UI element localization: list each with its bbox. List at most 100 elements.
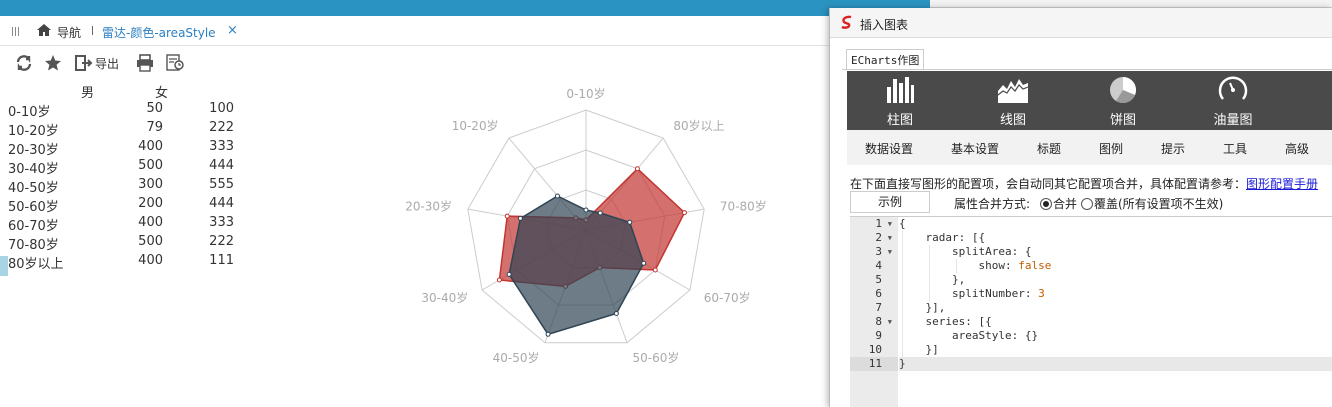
editor-gutter bbox=[850, 217, 898, 407]
table-row[interactable]: 10-20岁 79 222 bbox=[8, 120, 238, 139]
chart-type-bar-chart[interactable]: 柱图 bbox=[860, 71, 940, 130]
grid-ring bbox=[467, 109, 705, 344]
config-tab-data[interactable]: 数据设置 bbox=[865, 142, 914, 156]
radio-unselected-icon bbox=[1081, 197, 1093, 210]
table-row[interactable]: 40-50岁 300 555 bbox=[8, 177, 238, 196]
toolbar: 导出 bbox=[0, 47, 830, 81]
refresh-icon bbox=[15, 54, 33, 72]
example-button[interactable]: 示例 bbox=[850, 191, 930, 213]
background-window-strip bbox=[930, 0, 1332, 8]
fold-arrow-icon: ▼ bbox=[887, 220, 892, 228]
female-value: 100 bbox=[209, 101, 234, 116]
override-radio[interactable]: 覆盖(所有设置项不生效) bbox=[1081, 195, 1223, 212]
indent-guide bbox=[929, 245, 930, 301]
table-row[interactable]: 60-70岁 400 333 bbox=[8, 215, 238, 234]
row-label: 40-50岁 bbox=[8, 181, 59, 196]
refresh-button[interactable] bbox=[15, 52, 33, 74]
tab-bar: 导航 雷达-颜色-areaStyle × bbox=[0, 16, 830, 46]
male-value: 50 bbox=[146, 101, 163, 116]
column-header-male: 男 bbox=[81, 86, 95, 101]
code-line[interactable]: }, bbox=[899, 273, 966, 286]
config-tab-title[interactable]: 标题 bbox=[1037, 142, 1062, 156]
data-point bbox=[583, 207, 589, 213]
table-row[interactable]: 0-10岁 50 100 bbox=[8, 101, 238, 120]
axis-label: 70-80岁 bbox=[720, 198, 767, 213]
code-literal: 3 bbox=[1038, 287, 1045, 300]
axis-label: 60-70岁 bbox=[704, 290, 751, 305]
female-value: 444 bbox=[209, 196, 234, 211]
config-tab-tooltip[interactable]: 提示 bbox=[1161, 142, 1186, 156]
code-line[interactable]: radar: [{ bbox=[899, 231, 986, 244]
config-tab-basic[interactable]: 基本设置 bbox=[951, 142, 1000, 156]
chart-type-pie-chart[interactable]: 饼图 bbox=[1083, 71, 1163, 130]
code-line[interactable]: }] bbox=[899, 343, 939, 356]
table-row[interactable]: 30-40岁 500 444 bbox=[8, 158, 238, 177]
print-button[interactable] bbox=[136, 52, 154, 74]
close-icon[interactable]: × bbox=[227, 23, 238, 38]
export-button[interactable]: 导出 bbox=[75, 52, 119, 74]
export-icon bbox=[75, 55, 93, 71]
axis-label: 10-20岁 bbox=[452, 118, 499, 133]
code-line[interactable]: areaStyle: {} bbox=[899, 329, 1039, 342]
data-point bbox=[627, 219, 633, 225]
manual-link[interactable]: 图形配置手册 bbox=[1246, 177, 1319, 191]
tab-underline bbox=[842, 69, 1332, 70]
chart-type-line-chart[interactable]: 线图 bbox=[973, 71, 1053, 130]
merge-radio[interactable]: 合并 bbox=[1040, 195, 1077, 212]
line-number: 2 ▼ bbox=[875, 231, 892, 244]
favorite-button[interactable] bbox=[44, 52, 62, 74]
export-label: 导出 bbox=[95, 56, 120, 71]
config-tabs: 数据设置 基本设置 标题 图例 提示 工具 高级 bbox=[847, 130, 1332, 165]
code-line[interactable]: splitArea: { bbox=[899, 245, 1032, 258]
data-point bbox=[613, 310, 619, 316]
insert-chart-dialog: 插入图表 ECharts作图 柱图 线图 饼图 油量图 数据设置 基本设置 标题… bbox=[829, 8, 1332, 407]
data-point bbox=[506, 271, 512, 277]
code-literal: false bbox=[1018, 259, 1052, 272]
column-header-female: 女 bbox=[155, 86, 169, 101]
config-tab-tools[interactable]: 工具 bbox=[1223, 142, 1248, 156]
line-chart-icon bbox=[997, 79, 1029, 103]
dialog-title-bar[interactable]: 插入图表 bbox=[830, 8, 1332, 38]
female-value: 222 bbox=[209, 234, 234, 249]
line-number: 8 ▼ bbox=[875, 315, 892, 328]
line-number: 4 bbox=[875, 259, 882, 272]
tab-echarts[interactable]: ECharts作图 bbox=[846, 49, 925, 69]
code-editor[interactable]: 1 ▼ 2 ▼ 3 ▼ 4 5 6 7 8 ▼ 9 10 11 { radar: [{ … bbox=[850, 216, 1332, 407]
code-line[interactable]: series: [{ bbox=[899, 315, 992, 328]
row-label: 20-30岁 bbox=[8, 143, 59, 158]
data-point bbox=[554, 193, 560, 199]
line-number: 11 bbox=[850, 357, 898, 371]
home-icon[interactable] bbox=[36, 23, 52, 40]
grip-icon[interactable] bbox=[12, 27, 20, 36]
code-line[interactable]: }], bbox=[899, 301, 946, 314]
code-line[interactable]: { bbox=[899, 217, 906, 230]
print-preview-button[interactable] bbox=[166, 52, 186, 74]
data-point bbox=[496, 277, 502, 283]
table-row[interactable]: 80岁以上 400 111 bbox=[8, 253, 238, 272]
chart-type-gauge[interactable]: 油量图 bbox=[1193, 71, 1273, 130]
female-value: 444 bbox=[209, 158, 234, 173]
row-label: 30-40岁 bbox=[8, 162, 59, 177]
line-number: 7 bbox=[875, 301, 882, 314]
tab-radar-areastyle[interactable]: 雷达-颜色-areaStyle bbox=[102, 26, 216, 40]
code-line[interactable]: splitNumber: 3 bbox=[899, 287, 1332, 301]
table-row[interactable]: 70-80岁 500 222 bbox=[8, 234, 238, 253]
data-point bbox=[681, 210, 687, 216]
chart-type-more[interactable] bbox=[1303, 71, 1332, 130]
data-point bbox=[517, 215, 523, 221]
data-point bbox=[504, 213, 510, 219]
table-row[interactable]: 20-30岁 400 333 bbox=[8, 139, 238, 158]
code-line[interactable]: show: false bbox=[899, 259, 1332, 273]
map-icon bbox=[1327, 75, 1332, 105]
nav-label[interactable]: 导航 bbox=[57, 26, 82, 40]
row-label: 10-20岁 bbox=[8, 124, 59, 139]
code-line[interactable]: } bbox=[899, 357, 1332, 371]
printer-icon bbox=[136, 54, 154, 72]
hint-text: 在下面直接写图形的配置项，会自动同其它配置项合并，具体配置请参考： bbox=[850, 177, 1247, 191]
fold-arrow-icon: ▼ bbox=[887, 248, 892, 256]
male-value: 300 bbox=[138, 177, 163, 192]
table-row[interactable]: 50-60岁 200 444 bbox=[8, 196, 238, 215]
config-tab-legend[interactable]: 图例 bbox=[1099, 142, 1124, 156]
merge-mode-label: 属性合并方式: bbox=[954, 197, 1031, 211]
config-tab-advanced[interactable]: 高级 bbox=[1285, 142, 1310, 156]
